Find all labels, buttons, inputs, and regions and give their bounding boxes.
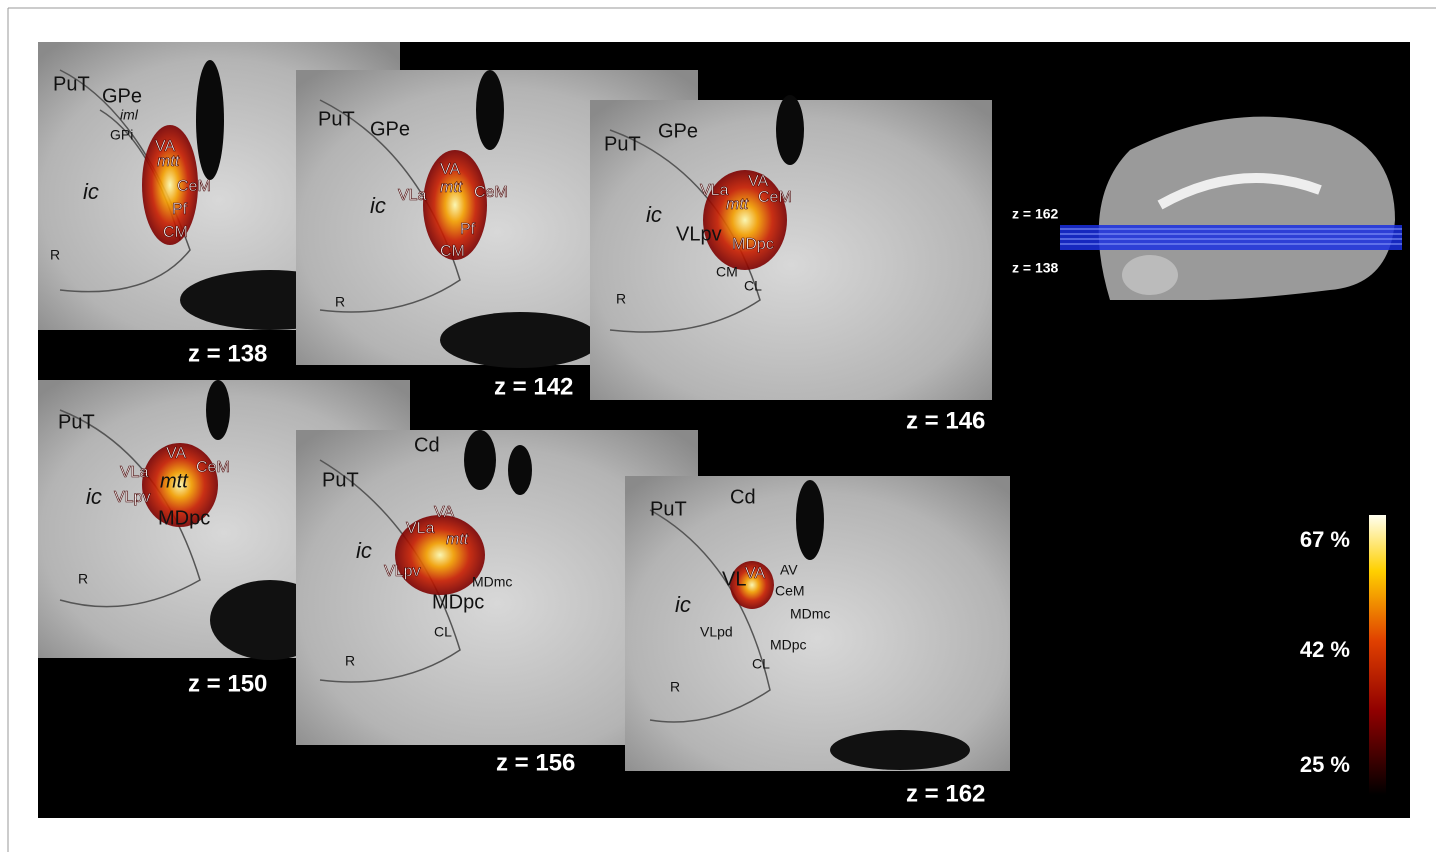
region-label: mtt: [726, 196, 749, 213]
region-label: VLpv: [384, 563, 420, 580]
slice-marker-label: z = 138: [1012, 260, 1059, 276]
region-label: CM: [163, 224, 188, 241]
region-label: CM: [440, 243, 465, 260]
region-label: R: [616, 291, 626, 307]
region-label: VLpd: [700, 624, 733, 640]
region-label: ic: [86, 484, 102, 509]
region-label: VLpv: [676, 223, 722, 245]
region-label: MDmc: [472, 574, 512, 590]
region-label: GPe: [658, 120, 698, 142]
region-label: MDpc: [432, 591, 484, 613]
region-label: VA: [166, 445, 186, 462]
slice-label: z = 156: [496, 749, 575, 776]
figure: PuT GPe iml GPi VA mtt CeM Pf CM ic R z …: [0, 0, 1444, 852]
region-label: PuT: [322, 469, 359, 491]
region-label: VLa: [120, 464, 149, 481]
region-label: CeM: [196, 459, 230, 476]
region-label: PuT: [318, 108, 355, 130]
region-label: VA: [440, 161, 460, 178]
region-label: VLpv: [114, 489, 150, 506]
region-label: ic: [675, 592, 691, 617]
region-label: Cd: [414, 434, 440, 456]
region-label: CeM: [474, 184, 508, 201]
region-label: VA: [748, 173, 768, 190]
region-label: R: [78, 571, 88, 587]
region-label: CL: [434, 624, 452, 640]
region-label: VA: [434, 504, 454, 521]
slice-label: z = 138: [188, 340, 267, 367]
region-label: GPe: [370, 118, 410, 140]
region-label: R: [345, 653, 355, 669]
region-label: mtt: [446, 531, 469, 548]
region-label: MDpc: [770, 637, 807, 653]
region-label: MDpc: [732, 236, 774, 253]
region-label: VLa: [398, 187, 427, 204]
region-label: Cd: [730, 486, 756, 508]
region-label: ic: [370, 193, 386, 218]
region-label: PuT: [650, 498, 687, 520]
region-label: GPi: [110, 127, 133, 143]
colorbar-label: 25 %: [1300, 752, 1350, 777]
region-label: MDpc: [158, 507, 210, 529]
region-label: CeM: [758, 189, 792, 206]
region-label: mtt: [160, 470, 189, 492]
slice-panel: PuT Cd VL VA AV CeM MDmc ic VLpd MDpc CL…: [625, 476, 1010, 807]
region-label: CeM: [177, 178, 211, 195]
region-label: Pf: [172, 201, 188, 218]
region-label: VL: [722, 568, 746, 590]
region-label: VLa: [406, 520, 435, 537]
region-label: CM: [716, 264, 738, 280]
region-label: PuT: [53, 73, 90, 95]
slice-label: z = 142: [494, 373, 573, 400]
region-label: CeM: [775, 583, 805, 599]
region-label: ic: [83, 179, 99, 204]
region-label: mtt: [157, 153, 180, 170]
colorbar-label: 42 %: [1300, 637, 1350, 662]
region-label: PuT: [604, 133, 641, 155]
region-label: iml: [120, 107, 139, 123]
slice-label: z = 146: [906, 407, 985, 434]
region-label: R: [50, 247, 60, 263]
slice-marker-label: z = 162: [1012, 206, 1059, 222]
region-label: ic: [646, 202, 662, 227]
region-label: VA: [745, 565, 765, 582]
slice-panel: PuT GPe VLa VA mtt CeM ic VLpv MDpc CM C…: [590, 95, 992, 434]
slice-label: z = 162: [906, 780, 985, 807]
region-label: MDmc: [790, 606, 830, 622]
region-label: R: [335, 294, 345, 310]
region-label: Pf: [460, 221, 476, 238]
region-label: ic: [356, 538, 372, 563]
colorbar: [1369, 515, 1386, 795]
region-label: R: [670, 679, 680, 695]
colorbar-label: 67 %: [1300, 527, 1350, 552]
region-label: AV: [780, 562, 798, 578]
region-label: PuT: [58, 411, 95, 433]
region-label: mtt: [440, 179, 463, 196]
region-label: GPe: [102, 85, 142, 107]
region-label: CL: [752, 656, 770, 672]
region-label: CL: [744, 278, 762, 294]
slice-label: z = 150: [188, 670, 267, 697]
region-label: VLa: [700, 182, 729, 199]
